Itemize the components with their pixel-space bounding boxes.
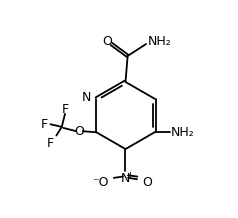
Text: F: F: [41, 118, 48, 131]
Text: +: +: [126, 171, 134, 181]
Text: O: O: [74, 125, 84, 138]
Text: O: O: [142, 176, 152, 189]
Text: F: F: [61, 104, 69, 116]
Text: NH₂: NH₂: [148, 35, 172, 48]
Text: NH₂: NH₂: [171, 126, 195, 139]
Text: ⁻O: ⁻O: [92, 176, 109, 189]
Text: N: N: [82, 91, 91, 104]
Text: F: F: [46, 137, 53, 150]
Text: N: N: [121, 172, 130, 185]
Text: O: O: [103, 35, 113, 48]
